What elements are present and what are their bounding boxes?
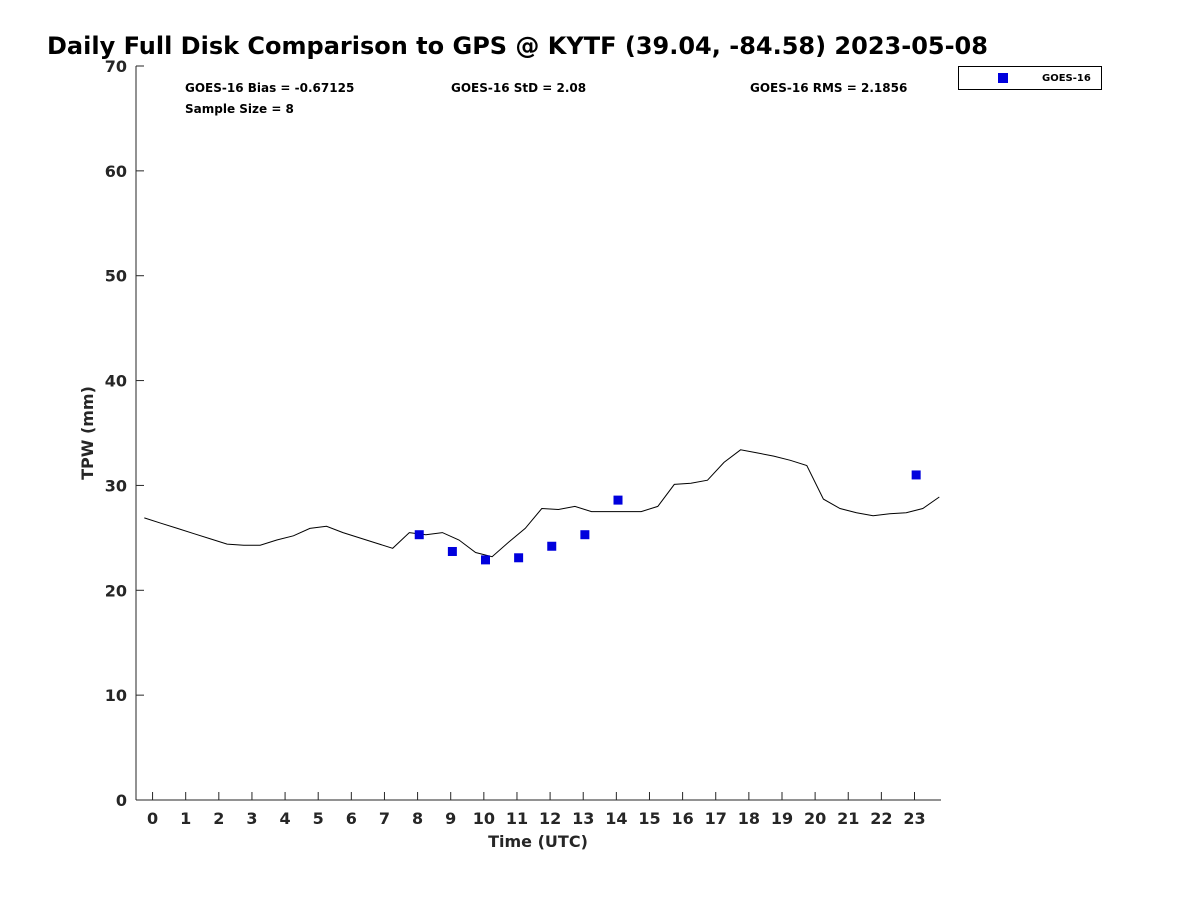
x-tick-label: 17	[705, 809, 727, 828]
goes16-point	[447, 546, 457, 556]
x-tick-label: 20	[804, 809, 826, 828]
x-tick-label: 14	[605, 809, 627, 828]
x-tick-label: 23	[903, 809, 925, 828]
legend-marker	[998, 73, 1008, 83]
x-tick-label: 8	[412, 809, 423, 828]
x-tick-label: 4	[280, 809, 291, 828]
y-axis-ticks: 0 10 20 30 40 50 60 70	[105, 57, 144, 810]
x-tick-label: 19	[771, 809, 793, 828]
x-tick-label: 1	[180, 809, 191, 828]
goes16-point	[613, 495, 623, 505]
x-axis-label: Time (UTC)	[488, 832, 588, 851]
x-tick-label: 2	[213, 809, 224, 828]
axes	[135, 66, 941, 801]
goes16-point	[414, 530, 424, 540]
x-tick-label: 16	[671, 809, 693, 828]
chart-title: Daily Full Disk Comparison to GPS @ KYTF…	[47, 32, 988, 60]
x-tick-label: 12	[539, 809, 561, 828]
goes16-point	[480, 555, 490, 565]
y-axis-label: TPW (mm)	[78, 386, 97, 480]
x-tick-label: 15	[638, 809, 660, 828]
x-tick-label: 10	[473, 809, 495, 828]
y-tick-label: 60	[105, 162, 127, 181]
y-tick-label: 20	[105, 581, 127, 600]
goes16-point	[580, 530, 590, 540]
goes16-point	[911, 470, 921, 480]
legend: GOES-16	[958, 66, 1102, 90]
x-tick-label: 22	[870, 809, 892, 828]
gps-tpw-line	[144, 449, 940, 558]
x-tick-label: 5	[313, 809, 324, 828]
y-tick-label: 0	[116, 791, 127, 810]
x-tick-label: 6	[346, 809, 357, 828]
stat-bias: GOES-16 Bias = -0.67125	[185, 81, 354, 95]
stat-rms: GOES-16 RMS = 2.1856	[750, 81, 907, 95]
goes16-point	[547, 541, 557, 551]
goes16-scatter-series	[414, 470, 921, 565]
gps-line-series	[144, 449, 940, 558]
x-tick-label: 7	[379, 809, 390, 828]
x-tick-label: 21	[837, 809, 859, 828]
legend-box	[958, 66, 1102, 90]
x-tick-label: 13	[572, 809, 594, 828]
x-tick-label: 0	[147, 809, 158, 828]
goes16-point	[514, 553, 524, 563]
y-tick-label: 30	[105, 476, 127, 495]
x-tick-label: 11	[506, 809, 528, 828]
y-tick-label: 10	[105, 686, 127, 705]
stat-sample-size: Sample Size = 8	[185, 102, 294, 116]
legend-label-goes16: GOES-16	[1042, 73, 1091, 84]
x-tick-label: 9	[445, 809, 456, 828]
x-axis-ticks: 0 1 2 3 4 5 6 7 8 9 10 11 12 13 14 15 16 17 18 19 20 21 22 23	[147, 792, 926, 828]
y-tick-label: 50	[105, 267, 127, 286]
y-tick-label: 40	[105, 372, 127, 391]
x-tick-label: 18	[738, 809, 760, 828]
y-tick-label: 70	[105, 57, 127, 76]
stat-std: GOES-16 StD = 2.08	[451, 81, 586, 95]
x-tick-label: 3	[246, 809, 257, 828]
